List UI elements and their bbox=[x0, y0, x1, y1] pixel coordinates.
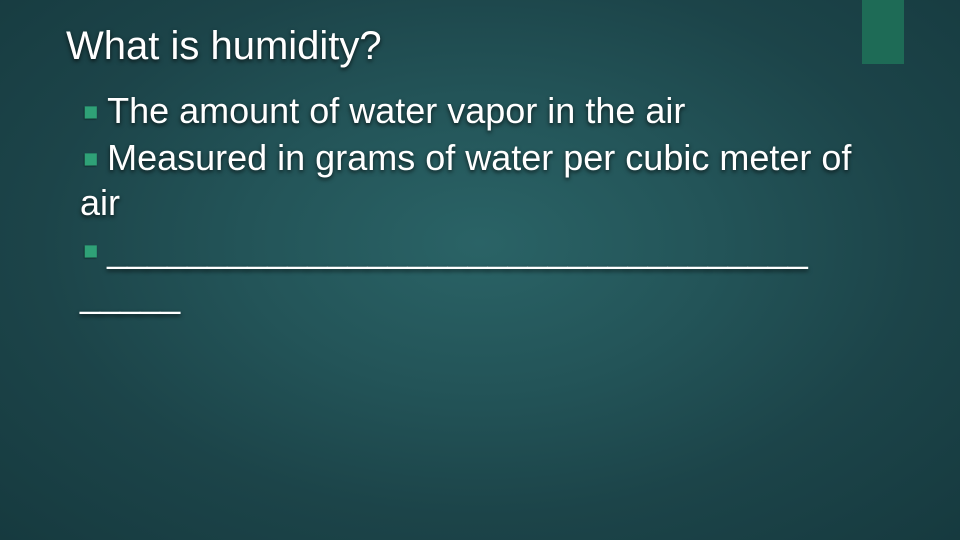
accent-bar bbox=[862, 0, 904, 64]
diamond-bullet-icon: ◆ bbox=[75, 235, 107, 267]
diamond-bullet-icon: ◆ bbox=[75, 143, 107, 175]
bullet-text: The amount of water vapor in the air bbox=[107, 90, 685, 131]
bullet-item: ◆Measured in grams of water per cubic me… bbox=[80, 135, 900, 225]
bullet-text: Measured in grams of water per cubic met… bbox=[80, 137, 851, 223]
diamond-bullet-icon: ◆ bbox=[75, 96, 107, 128]
slide: What is humidity? ◆The amount of water v… bbox=[0, 0, 960, 540]
slide-body: ◆The amount of water vapor in the air ◆M… bbox=[80, 88, 900, 319]
bullet-text: ___________________________________ ____… bbox=[80, 229, 808, 315]
bullet-item: ◆The amount of water vapor in the air bbox=[80, 88, 900, 133]
bullet-item: ◆___________________________________ ___… bbox=[80, 227, 900, 317]
slide-title: What is humidity? bbox=[66, 24, 382, 69]
